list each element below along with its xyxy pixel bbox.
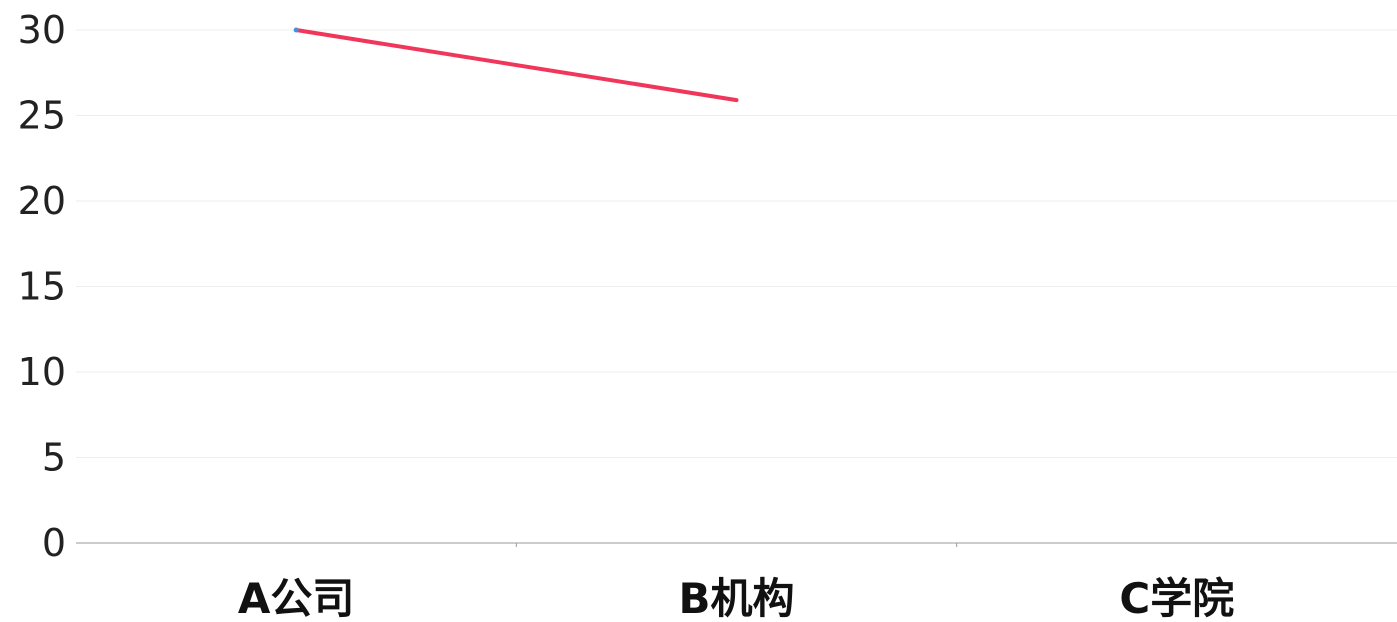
x-axis: [76, 542, 1397, 547]
y-tick-label: 25: [18, 94, 66, 138]
x-tick-label: C学院: [1119, 574, 1234, 622]
x-tick-label: B机构: [678, 574, 794, 622]
y-tick-label: 20: [18, 179, 66, 223]
data-point: [293, 27, 299, 33]
x-tick-label: A公司: [238, 574, 355, 622]
series-line: [294, 28, 739, 103]
y-tick-label: 15: [18, 265, 66, 309]
y-tick-label: 5: [42, 436, 66, 480]
gridlines: [76, 29, 1397, 458]
y-tick-label: 10: [18, 350, 66, 394]
y-tick-label: 30: [18, 8, 66, 52]
y-tick-label: 0: [42, 521, 66, 565]
series-lines: [293, 27, 739, 103]
y-axis-labels: 0 5 10 15 20 25 30: [18, 8, 66, 565]
x-axis-labels: A公司 B机构 C学院: [238, 574, 1234, 622]
